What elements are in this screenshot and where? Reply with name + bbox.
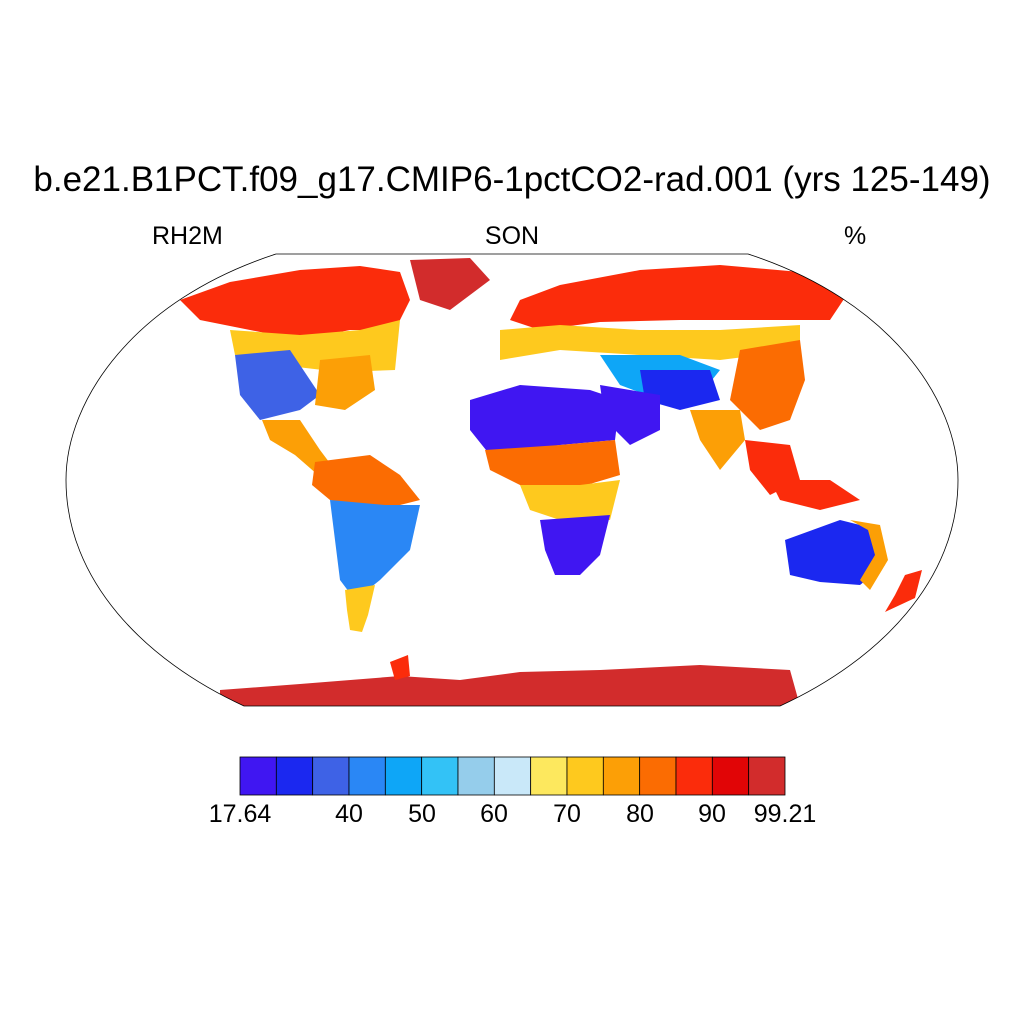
- colorbar-tick-label: 99.21: [753, 800, 817, 828]
- colorbar-tick-label: 60: [480, 800, 508, 828]
- south-america-south: [345, 585, 375, 632]
- north-america-north: [180, 266, 410, 340]
- central-america: [262, 420, 335, 475]
- colorbar-swatch: [384, 756, 423, 796]
- north-america-west: [235, 350, 320, 420]
- indonesia: [770, 480, 860, 510]
- sahara: [470, 385, 620, 455]
- greenland: [410, 258, 490, 310]
- arabia: [600, 385, 660, 445]
- colorbar-swatch: [239, 756, 277, 796]
- units-label: %: [844, 222, 867, 250]
- colorbar-tick-label: 50: [408, 800, 436, 828]
- south-asia: [690, 410, 745, 470]
- colorbar: [239, 756, 786, 796]
- colorbar-tick-label: 17.64: [208, 800, 272, 828]
- southern-africa: [540, 515, 610, 575]
- colorbar-swatch: [530, 756, 568, 796]
- colorbar-swatch: [275, 756, 314, 796]
- antarctica-edge: [390, 655, 410, 680]
- new-zealand: [885, 570, 922, 612]
- colorbar-swatch: [748, 756, 786, 796]
- map-title: b.e21.B1PCT.f09_g17.CMIP6-1pctCO2-rad.00…: [33, 160, 991, 199]
- australia: [785, 520, 885, 585]
- eurasia-mid: [500, 325, 800, 360]
- colorbar-swatch: [421, 756, 459, 796]
- australia-coast: [850, 520, 888, 590]
- south-america-north: [312, 455, 420, 510]
- colorbar-swatch: [457, 756, 495, 796]
- colorbar-tick-label: 90: [698, 800, 726, 828]
- colorbar-swatch: [711, 756, 750, 796]
- colorbar-swatch: [312, 756, 350, 796]
- central-africa: [520, 480, 620, 520]
- eurasia-north: [510, 265, 850, 330]
- colorbar-swatch: [566, 756, 604, 796]
- colorbar-swatch: [675, 756, 713, 796]
- map-outline: [65, 253, 959, 707]
- sahel: [485, 440, 620, 490]
- colorbar-tick-label: 70: [553, 800, 581, 828]
- variable-label: RH2M: [152, 222, 223, 250]
- colorbar-swatch: [602, 756, 641, 796]
- colorbar-swatch: [348, 756, 386, 796]
- colorbar-labels: 17.64 40 50 60 70 80 90 99.21: [0, 800, 1024, 840]
- colorbar-tick-label: 40: [335, 800, 363, 828]
- east-asia: [730, 340, 805, 430]
- colorbar-swatch: [639, 756, 677, 796]
- colorbar-swatch: [493, 756, 532, 796]
- antarctica: [220, 665, 800, 706]
- season-label: SON: [484, 222, 540, 250]
- south-america-center: [330, 500, 420, 600]
- colorbar-tick-label: 80: [626, 800, 654, 828]
- north-america-east: [315, 355, 375, 410]
